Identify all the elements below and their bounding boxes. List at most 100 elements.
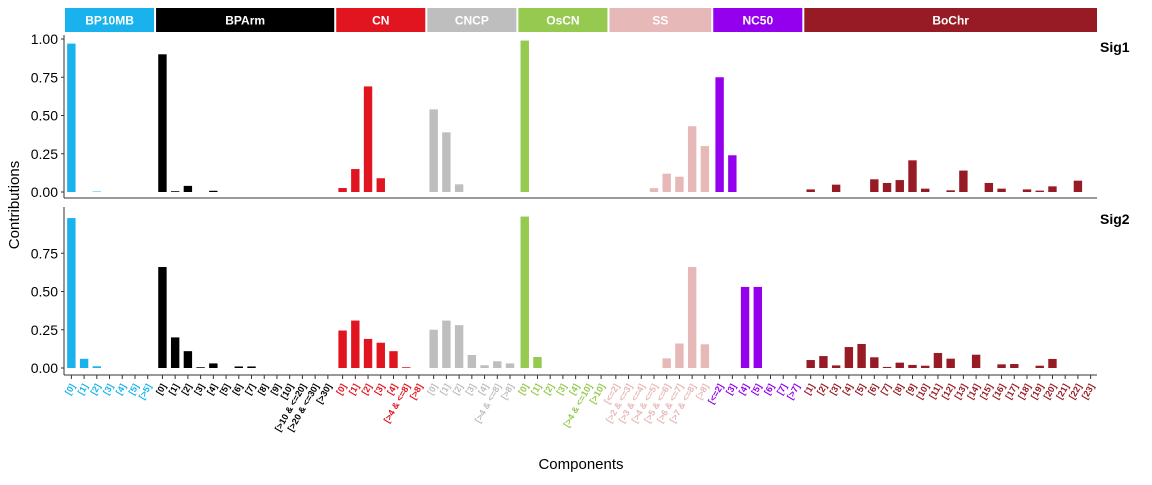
bar-Sig2-NC50 [741,287,749,368]
bar-Sig2-BPArm [209,363,217,368]
bar-Sig1-SS [663,174,671,192]
bar-Sig2-BoChr [1010,364,1018,368]
x-tick-label: [7] [879,382,893,397]
bar-Sig1-BoChr [997,189,1005,192]
x-tick-label: [1] [529,382,543,397]
bar-Sig1-CNCP [455,184,463,192]
y-tick-label: 0.50 [31,284,58,300]
y-tick-label: 0.00 [31,184,58,200]
bar-Sig1-BP10MB [67,44,75,192]
bar-Sig1-SS [688,126,696,192]
bar-Sig2-CN [377,343,385,368]
bar-Sig2-CN [402,367,410,368]
x-tick-label: [3] [724,382,738,397]
x-tick-label: [7] [243,382,257,397]
bar-Sig2-BPArm [171,337,179,368]
bar-Sig1-BoChr [985,183,993,192]
bar-Sig1-BoChr [870,179,878,192]
bar-Sig2-BoChr [845,347,853,368]
y-tick-label: 0.25 [31,322,58,338]
bar-Sig2-BoChr [946,359,954,368]
bar-Sig1-BoChr [908,160,916,192]
bar-Sig1-BPArm [158,54,166,192]
bar-Sig2-SS [675,344,683,368]
bar-Sig2-BPArm [196,367,204,368]
x-tick-label: [8] [891,382,905,397]
bar-Sig1-CN [377,178,385,192]
bar-Sig2-BoChr [883,367,891,368]
bar-Sig1-SS [701,146,709,192]
series-label: Sig1 [1100,39,1130,55]
x-tick-label: [1] [347,382,361,397]
panels: 0.00 0.25 0.50 0.75 1.00 Sig1 0.00 0.25 0.50 0.75… [31,31,1130,376]
bar-Sig2-CNCP [429,330,437,368]
bar-Sig2-BP10MB [67,218,75,368]
strip-label: SS [652,14,668,28]
x-tick-label: [8] [256,382,270,397]
bar-Sig2-BoChr [972,355,980,368]
x-tick-label: [5] [749,382,763,397]
bar-Sig2-CNCP [493,361,501,368]
bar-Sig2-BoChr [908,365,916,368]
bar-Sig1-BPArm [171,191,179,192]
bar-Sig1-CNCP [429,109,437,192]
bar-Sig2-BoChr [857,344,865,368]
strip-label: NC50 [742,14,773,28]
bar-Sig2-BP10MB [93,366,101,368]
bar-Sig2-OsCN [521,217,529,368]
bar-Sig1-BPArm [209,191,217,192]
x-tick-label: [0] [516,382,530,397]
bar-Sig2-CNCP [442,321,450,368]
bar-Sig1-CN [364,86,372,192]
series-label: Sig2 [1100,211,1130,227]
bar-Sig2-OsCN [533,357,541,368]
bar-Sig2-CN [364,339,372,368]
x-tick-label: [1] [167,382,181,397]
y-tick-label: 0.75 [31,245,58,261]
bar-Sig2-SS [663,358,671,368]
bar-Sig1-OsCN [521,41,529,192]
bar-Sig1-BoChr [832,185,840,192]
x-tick-label: [0] [63,382,77,397]
x-tick-labels: [0][1][2][3][4][5][>5][0][1][2][3][4][5]… [63,375,1096,433]
x-tick-label: [6] [762,382,776,397]
x-tick-label: [3] [192,382,206,397]
y-tick-label: 0.75 [31,69,58,85]
x-tick-label: [2] [451,382,465,397]
bar-Sig2-CNCP [506,363,514,368]
x-tick-label: [5] [218,382,232,397]
bar-Sig1-BoChr [896,180,904,192]
x-tick-label: [2] [88,382,102,397]
y-tick-label: 1.00 [31,31,58,47]
bar-Sig2-BPArm [235,366,243,368]
strip-label: BoChr [932,14,969,28]
bar-Sig1-NC50 [728,155,736,192]
panel-Sig2: 0.00 0.25 0.50 0.75 Sig2 [31,207,1130,376]
bar-Sig2-BoChr [1048,359,1056,368]
y-axis-title: Contributions [6,161,23,249]
y-tick-label: 0.00 [31,360,58,376]
x-tick-label: [5] [853,382,867,397]
x-tick-label: [>8] [499,382,516,401]
y-tick-label: 0.25 [31,146,58,162]
bar-Sig1-BoChr [959,171,967,192]
bar-Sig2-CN [389,351,397,368]
x-tick-label: [4] [840,382,854,397]
bar-Sig2-BoChr [997,364,1005,368]
bar-Sig2-BoChr [832,365,840,368]
x-tick-label: [<=2] [706,382,725,406]
bar-Sig2-BoChr [870,357,878,368]
x-tick-label: [3] [101,382,115,397]
x-tick-label: [3] [372,382,386,397]
bar-Sig1-NC50 [715,77,723,192]
x-tick-label: [23] [1080,382,1097,401]
x-tick-label: [2] [542,382,556,397]
bar-Sig1-SS [675,177,683,192]
x-tick-label: [0] [154,382,168,397]
x-tick-label: [1] [802,382,816,397]
x-tick-label: [2] [360,382,374,397]
x-tick-label: [1] [438,382,452,397]
strip-label: CNCP [455,14,489,28]
strip-label: OsCN [546,14,579,28]
x-tick-label: [>7] [785,382,802,401]
